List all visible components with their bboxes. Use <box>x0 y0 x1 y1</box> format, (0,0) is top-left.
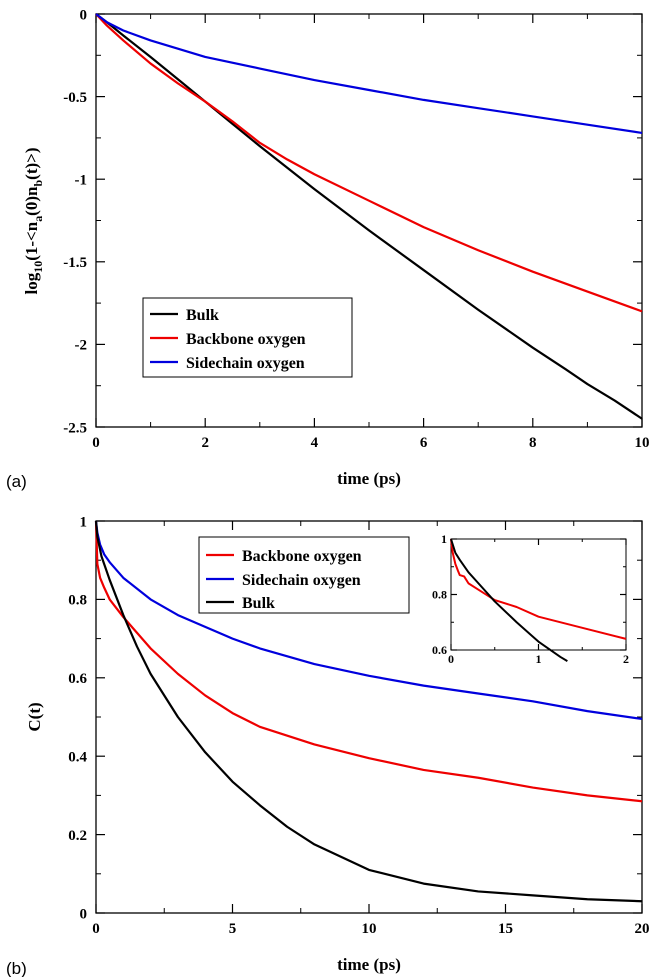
panel-a-y-tick-label: -1 <box>75 172 88 188</box>
panel-a-x-tick-label: 2 <box>201 435 209 451</box>
inset-y-tick-label: 0.6 <box>432 643 447 657</box>
panel-b-legend-label-backbone: Backbone oxygen <box>242 548 362 565</box>
panel-a-x-tick-label: 10 <box>635 435 650 451</box>
panel-b-x-tick-label: 5 <box>229 921 237 937</box>
panel-b-x-tick-label: 15 <box>498 921 513 937</box>
inset-x-tick-label: 1 <box>536 652 542 666</box>
panel-a-y-tick-label: -0.5 <box>63 90 87 106</box>
panel-b-y-tick-label: 0.4 <box>68 749 87 765</box>
panel-a-label: (a) <box>6 472 27 491</box>
panel-a-chart: 0 2 4 6 8 10 0 -0.5 -1 -1.5 -2 -2.5 time (ps) log10… <box>6 7 650 491</box>
panel-b-y-axis-label: C(t) <box>25 702 44 731</box>
inset-y-tick-label: 0.8 <box>432 588 447 602</box>
panel-a-legend-label-bulk: Bulk <box>186 307 219 324</box>
panel-a-y-tick-label: -2.5 <box>63 420 87 436</box>
panel-b-legend-box <box>198 536 410 614</box>
inset-x-tick-label: 2 <box>623 652 629 666</box>
panel-b-y-tick-label: 0.2 <box>68 828 87 844</box>
inset-series-bulk <box>450 538 568 662</box>
panel-b-x-tick-label: 20 <box>635 921 650 937</box>
panel-b-y-tick-label: 0.6 <box>68 671 87 687</box>
panel-b-series-backbone-oxygen <box>94 520 643 803</box>
panel-a-x-tick-label: 6 <box>420 435 428 451</box>
panel-b-label: (b) <box>6 959 27 977</box>
panel-a-y-tick-label: 0 <box>80 7 88 23</box>
panel-a-x-tick-label: 8 <box>529 435 537 451</box>
panel-a-y-axis-label: log10(1-<na(0)nb(t)>) <box>22 147 45 294</box>
panel-b-legend-label-bulk: Bulk <box>242 595 275 612</box>
panel-a-legend: Bulk Backbone oxygen Sidechain oxygen <box>142 297 353 378</box>
panel-b-series-sidechain-oxygen <box>94 520 643 721</box>
panel-a-x-tick-label: 0 <box>92 435 100 451</box>
panel-b-x-tick-label: 10 <box>362 921 377 937</box>
inset-x-tick-label: 0 <box>448 652 454 666</box>
panel-a-series-sidechain-oxygen <box>95 13 643 135</box>
panel-a-x-tick-label: 4 <box>311 435 319 451</box>
panel-b-x-axis-label: time (ps) <box>337 955 401 974</box>
panel-b-legend-label-sidechain: Sidechain oxygen <box>242 572 361 589</box>
panel-a-legend-label-backbone: Backbone oxygen <box>186 331 306 348</box>
panel-a-y-tick-label: -1.5 <box>63 255 87 271</box>
panel-a-series-backbone-oxygen <box>95 13 643 313</box>
panel-b-x-tick-label: 0 <box>92 921 100 937</box>
panel-a-series-bulk <box>95 13 643 420</box>
panel-a-y-tick-label: -2 <box>75 338 88 354</box>
panel-b-y-tick-label: 0 <box>80 906 88 922</box>
inset-y-tick-label: 1 <box>441 532 447 546</box>
panel-b-inset-frame <box>450 538 627 651</box>
panel-b-inset-chart: 0 1 2 0.6 0.8 1 <box>432 532 629 666</box>
panel-a-legend-label-sidechain: Sidechain oxygen <box>186 355 305 372</box>
panel-a-x-axis-label: time (ps) <box>337 469 401 488</box>
inset-series-backbone-oxygen <box>450 538 627 640</box>
panel-b-y-tick-label: 1 <box>80 514 88 530</box>
panel-b-legend: Backbone oxygen Sidechain oxygen Bulk <box>198 536 410 614</box>
panel-b-series-bulk <box>94 520 643 903</box>
panel-b-y-tick-label: 0.8 <box>68 593 87 609</box>
